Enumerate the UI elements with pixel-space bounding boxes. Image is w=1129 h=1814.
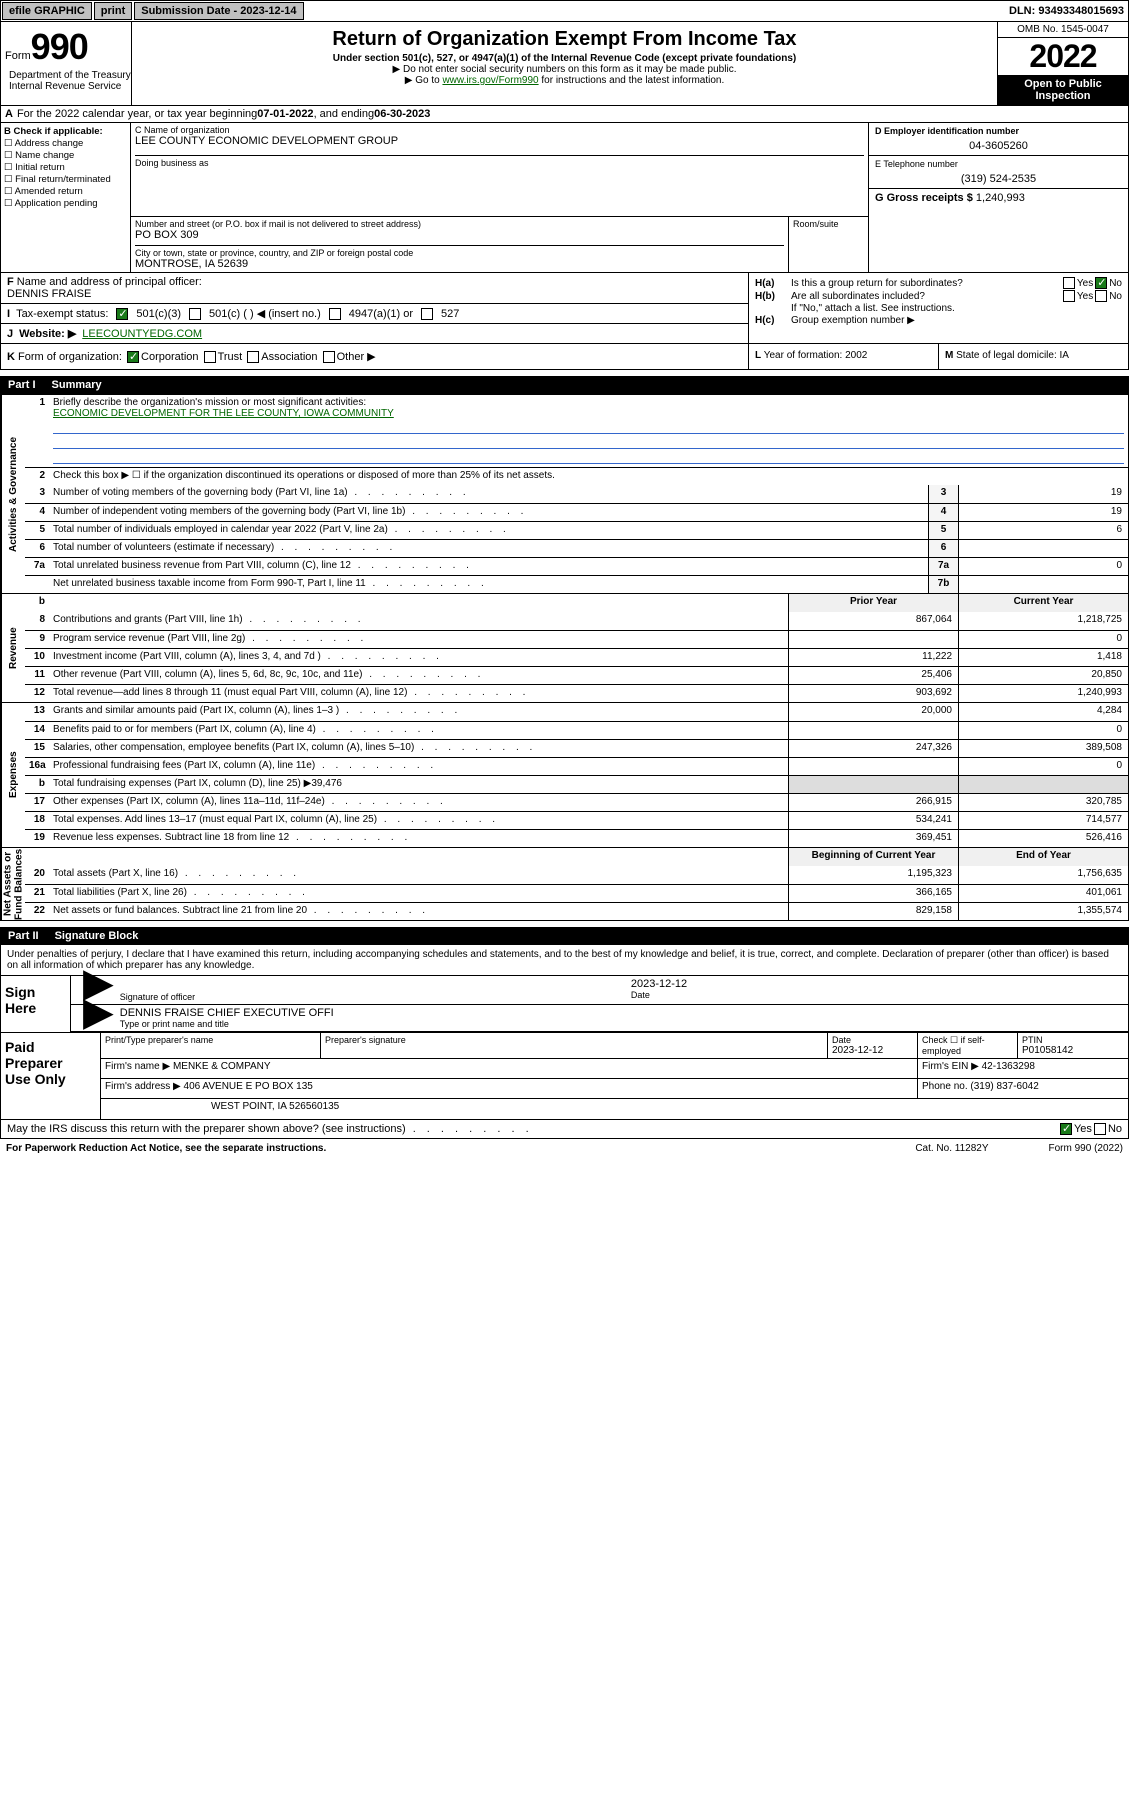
chk-amended-return[interactable]: ☐ Amended return (4, 186, 127, 197)
firm-address-2: WEST POINT, IA 526560135 (101, 1099, 1128, 1119)
side-activities: Activities & Governance (1, 395, 25, 593)
chk-501c[interactable] (189, 308, 201, 320)
firm-name: MENKE & COMPANY (173, 1061, 271, 1072)
caret-icon-2: ▶ (77, 1007, 120, 1029)
form-number: 990 (31, 26, 88, 67)
col-b-checkboxes: B Check if applicable: ☐ Address change … (1, 123, 131, 272)
chk-other[interactable] (323, 351, 335, 363)
chk-ha-no[interactable] (1095, 277, 1107, 289)
chk-ha-yes[interactable] (1063, 277, 1075, 289)
page-footer: For Paperwork Reduction Act Notice, see … (0, 1139, 1129, 1158)
ein-value: 04-3605260 (875, 140, 1122, 152)
org-name: LEE COUNTY ECONOMIC DEVELOPMENT GROUP (135, 135, 864, 147)
chk-discuss-yes[interactable] (1060, 1123, 1072, 1135)
submission-date: Submission Date - 2023-12-14 (134, 2, 303, 20)
chk-hb-no[interactable] (1095, 290, 1107, 302)
col-d-info: D Employer identification number 04-3605… (868, 123, 1128, 272)
hdr-end: End of Year (958, 848, 1128, 866)
subtitle-1: Under section 501(c), 527, or 4947(a)(1)… (140, 53, 989, 64)
chk-application-pending[interactable]: ☐ Application pending (4, 198, 127, 209)
chk-address-change[interactable]: ☐ Address change (4, 138, 127, 149)
city-label: City or town, state or province, country… (135, 245, 784, 258)
side-expenses: Expenses (1, 703, 25, 847)
chk-hb-yes[interactable] (1063, 290, 1075, 302)
sig-officer-label: Signature of officer (120, 992, 611, 1002)
part-i-header: Part ISummary (0, 376, 1129, 394)
ptin-value: P01058142 (1022, 1045, 1124, 1056)
row-a-tax-year: A For the 2022 calendar year, or tax yea… (0, 106, 1129, 123)
firm-address-1: 406 AVENUE E PO BOX 135 (184, 1081, 313, 1092)
gross-value: 1,240,993 (976, 192, 1025, 204)
paid-preparer-label: Paid Preparer Use Only (1, 1033, 101, 1119)
irs-link[interactable]: www.irs.gov/Form990 (442, 75, 538, 86)
row-k-lm: K Form of organization: Corporation Trus… (0, 344, 1129, 370)
print-button[interactable]: print (94, 2, 132, 20)
summary-table: Activities & Governance 1 Briefly descri… (0, 394, 1129, 921)
form-title: Return of Organization Exempt From Incom… (140, 28, 989, 51)
tax-year: 2022 (998, 38, 1128, 75)
subtitle-2: ▶ Do not enter social security numbers o… (140, 64, 989, 75)
department: Department of the Treasury Internal Reve… (5, 68, 135, 94)
website-link[interactable]: LEECOUNTYEDG.COM (82, 328, 202, 340)
mission-text: ECONOMIC DEVELOPMENT FOR THE LEE COUNTY,… (53, 408, 394, 419)
discuss-row: May the IRS discuss this return with the… (0, 1120, 1129, 1139)
cat-no: Cat. No. 11282Y (915, 1143, 988, 1154)
dln-label: DLN: 93493348015693 (1005, 3, 1128, 19)
penalty-statement: Under penalties of perjury, I declare th… (1, 945, 1128, 976)
sig-date: 2023-12-12 (631, 978, 1122, 990)
chk-501c3[interactable] (116, 308, 128, 320)
hdr-beginning: Beginning of Current Year (788, 848, 958, 866)
row-f-officer: F Name and address of principal officer:… (1, 273, 748, 304)
part-ii-header: Part IISignature Block (0, 927, 1129, 945)
room-suite-label: Room/suite (788, 217, 868, 272)
form-header: Form990 Department of the Treasury Inter… (0, 22, 1129, 106)
form-word: Form (5, 50, 31, 62)
chk-corporation[interactable] (127, 351, 139, 363)
chk-name-change[interactable]: ☐ Name change (4, 150, 127, 161)
chk-trust[interactable] (204, 351, 216, 363)
chk-4947[interactable] (329, 308, 341, 320)
sig-date-label: Date (631, 990, 1122, 1000)
chk-association[interactable] (247, 351, 259, 363)
chk-final-return[interactable]: ☐ Final return/terminated (4, 174, 127, 185)
org-name-label: C Name of organization (135, 125, 864, 135)
side-revenue: Revenue (1, 594, 25, 702)
signature-block: Under penalties of perjury, I declare th… (0, 945, 1129, 1033)
street-label: Number and street (or P.O. box if mail i… (135, 219, 784, 229)
tel-value: (319) 524-2535 (875, 173, 1122, 185)
ein-label: D Employer identification number (875, 126, 1122, 136)
firm-ein: 42-1363298 (982, 1061, 1035, 1072)
col-h-group: H(a) Is this a group return for subordin… (748, 273, 1128, 343)
efile-label: efile GRAPHIC (2, 2, 92, 20)
street-value: PO BOX 309 (135, 229, 784, 241)
row-i-tax-status: I Tax-exempt status: 501(c)(3) 501(c) ( … (1, 304, 748, 324)
open-public: Open to PublicInspection (998, 75, 1128, 105)
chk-initial-return[interactable]: ☐ Initial return (4, 162, 127, 173)
chk-discuss-no[interactable] (1094, 1123, 1106, 1135)
gross-label: G Gross receipts $ (875, 192, 973, 204)
omb-number: OMB No. 1545-0047 (998, 22, 1128, 38)
tel-label: E Telephone number (875, 159, 1122, 169)
hdr-current-year: Current Year (958, 594, 1128, 612)
hdr-prior-year: Prior Year (788, 594, 958, 612)
row-j-website: J Website: ▶ LEECOUNTYEDG.COM (1, 324, 748, 343)
city-value: MONTROSE, IA 52639 (135, 258, 784, 270)
chk-527[interactable] (421, 308, 433, 320)
subtitle-3: ▶ Go to www.irs.gov/Form990 for instruct… (140, 75, 989, 86)
form-ref: Form 990 (2022) (1049, 1143, 1123, 1154)
sign-here-label: Sign Here (1, 976, 71, 1032)
paid-preparer-block: Paid Preparer Use Only Print/Type prepar… (0, 1033, 1129, 1120)
firm-phone: (319) 837-6042 (970, 1081, 1038, 1092)
block-f-h: F Name and address of principal officer:… (0, 273, 1129, 344)
officer-name-label: Type or print name and title (120, 1019, 1122, 1029)
hb-note: If "No," attach a list. See instructions… (755, 303, 1122, 314)
side-net-assets: Net Assets or Fund Balances (1, 848, 25, 920)
block-bcd: B Check if applicable: ☐ Address change … (0, 123, 1129, 273)
pra-notice: For Paperwork Reduction Act Notice, see … (6, 1143, 915, 1154)
topbar: efile GRAPHIC print Submission Date - 20… (0, 0, 1129, 22)
officer-name: DENNIS FRAISE CHIEF EXECUTIVE OFFI (120, 1007, 1122, 1019)
dba-label: Doing business as (135, 155, 864, 168)
col-c-org-info: C Name of organization LEE COUNTY ECONOM… (131, 123, 868, 272)
